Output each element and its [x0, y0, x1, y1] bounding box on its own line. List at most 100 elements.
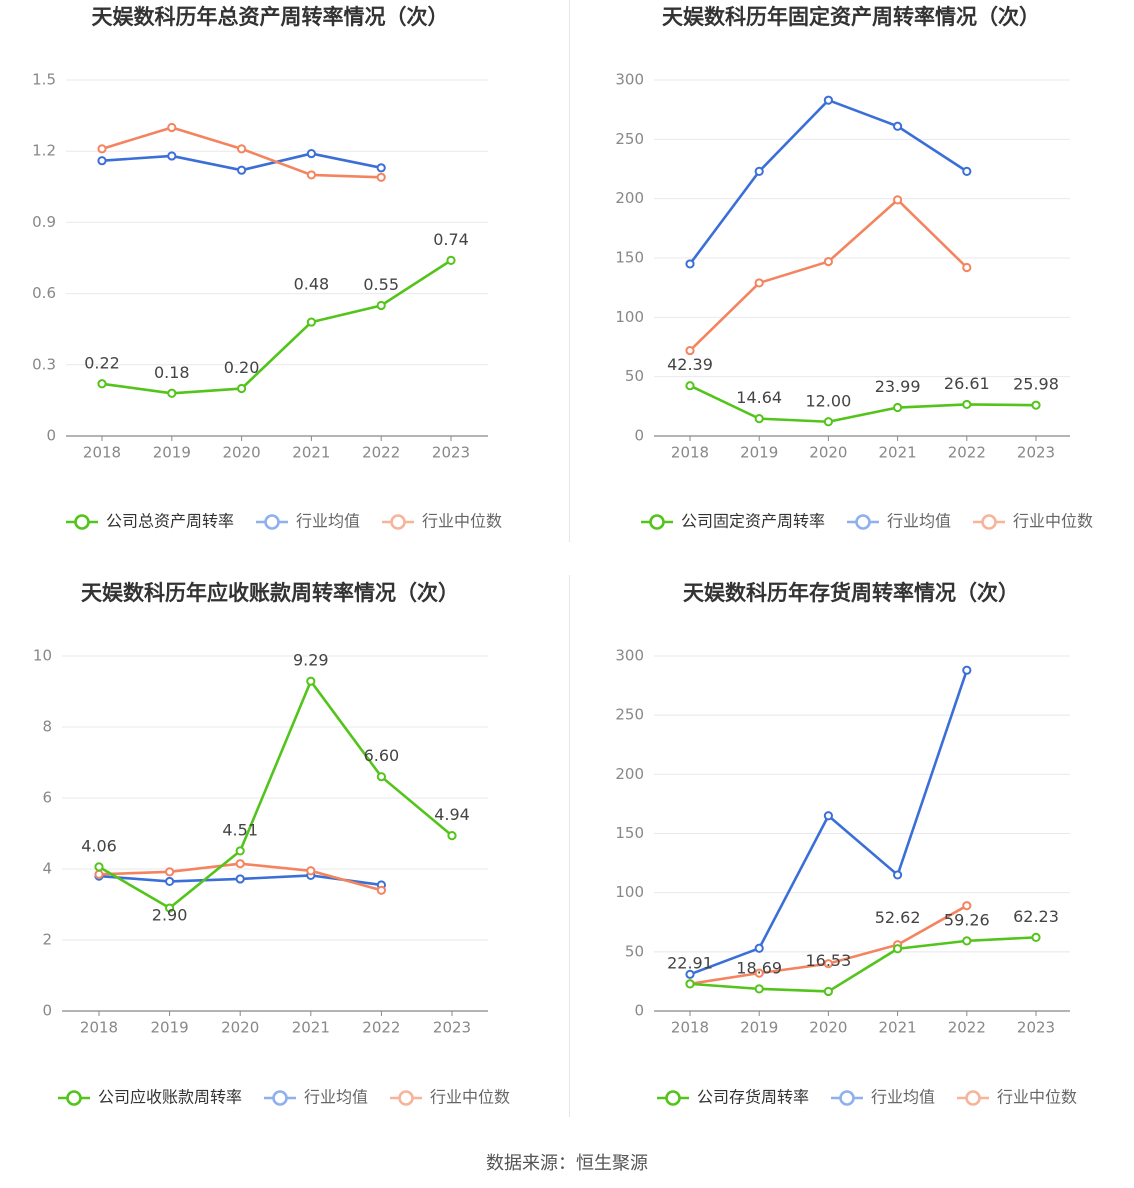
x-tick-label: 2023	[1017, 444, 1055, 462]
data-label: 9.29	[293, 651, 329, 670]
legend-label-median: 行业中位数	[430, 1088, 510, 1107]
legend-marker-company	[665, 1090, 681, 1106]
data-point-avg	[754, 166, 764, 176]
data-point-avg	[235, 874, 245, 884]
y-tick-label: 300	[615, 71, 644, 89]
data-point-median	[97, 144, 107, 154]
x-tick-label: 2022	[362, 444, 400, 462]
legend-marker-company	[649, 514, 665, 530]
y-tick-label: 100	[615, 883, 644, 901]
y-tick-label: 1.5	[32, 71, 56, 89]
x-tick-label: 2019	[740, 444, 778, 462]
data-label: 52.62	[875, 908, 921, 927]
data-point-company	[1031, 932, 1041, 942]
x-tick-label: 2020	[223, 444, 261, 462]
data-label: 22.91	[667, 953, 713, 972]
data-point-median	[306, 170, 316, 180]
legend-marker-avg	[264, 514, 280, 530]
data-label: 18.69	[736, 958, 782, 977]
data-label: 4.51	[222, 820, 258, 839]
series-line-avg	[688, 98, 968, 265]
x-tick-label: 2022	[362, 1019, 400, 1037]
data-label: 0.74	[433, 230, 469, 249]
data-label: 0.22	[84, 353, 120, 372]
legend-label-median: 行业中位数	[422, 512, 502, 531]
data-point-median	[237, 144, 247, 154]
data-point-median	[376, 885, 386, 895]
legend-label-avg: 行业均值	[871, 1088, 935, 1107]
data-point-company	[97, 379, 107, 389]
data-label: 14.64	[736, 388, 782, 407]
y-tick-label: 6	[42, 789, 52, 807]
data-point-company	[306, 317, 316, 327]
data-point-company	[1031, 400, 1041, 410]
data-point-company	[962, 399, 972, 410]
legend-marker-avg	[839, 1090, 855, 1106]
data-point-company	[893, 402, 903, 413]
legend-marker-median	[965, 1090, 981, 1106]
chart-title: 天娱数科历年固定资产周转率情况（次）	[662, 5, 1040, 29]
data-point-company	[167, 388, 177, 398]
legend-label-avg: 行业均值	[887, 512, 951, 531]
data-point-median	[754, 968, 764, 978]
data-point-avg	[962, 166, 972, 176]
legend-marker-company	[74, 514, 90, 530]
x-tick-label: 2020	[221, 1019, 259, 1037]
data-point-avg	[376, 163, 386, 173]
data-point-company	[235, 846, 245, 856]
y-tick-label: 200	[615, 765, 644, 783]
series-line-median	[689, 198, 968, 352]
data-point-median	[376, 172, 386, 182]
y-tick-label: 300	[615, 647, 644, 665]
data-point-avg	[167, 151, 177, 161]
y-tick-label: 10	[33, 647, 52, 665]
data-point-avg	[685, 969, 695, 979]
data-point-median	[306, 866, 316, 876]
x-tick-label: 2020	[809, 1019, 847, 1037]
y-tick-label: 0.3	[32, 355, 56, 373]
data-source-note: 数据来源：恒生聚源	[486, 1153, 648, 1174]
x-tick-label: 2023	[433, 1019, 471, 1037]
series-line-company	[689, 936, 1037, 993]
data-point-median	[235, 859, 245, 869]
x-tick-label: 2023	[1017, 1019, 1055, 1037]
data-point-median	[893, 195, 903, 205]
data-point-median	[94, 869, 104, 879]
data-label: 6.60	[364, 746, 400, 765]
data-point-avg	[754, 943, 764, 953]
x-tick-label: 2020	[809, 444, 847, 462]
series-line-company	[689, 384, 1037, 424]
data-point-median	[754, 278, 764, 288]
data-label: 0.20	[224, 358, 260, 377]
legend-label-company: 公司存货周转率	[697, 1088, 809, 1107]
data-point-avg	[893, 870, 903, 880]
y-tick-label: 150	[615, 249, 644, 267]
legend-marker-median	[981, 514, 997, 530]
y-tick-label: 0	[46, 427, 56, 445]
y-tick-label: 1.2	[32, 142, 56, 160]
data-point-company	[447, 831, 457, 841]
x-tick-label: 2019	[151, 1019, 189, 1037]
x-tick-label: 2018	[83, 444, 121, 462]
data-point-median	[962, 262, 972, 273]
data-point-company	[237, 383, 247, 394]
series-line-company	[101, 259, 452, 395]
data-label: 42.39	[667, 355, 713, 374]
data-point-company	[376, 772, 386, 782]
y-tick-label: 50	[625, 367, 644, 385]
y-tick-label: 0.9	[32, 213, 56, 231]
data-point-avg	[962, 665, 972, 675]
data-point-company	[94, 862, 104, 872]
x-tick-label: 2019	[740, 1019, 778, 1037]
legend-marker-avg	[855, 514, 871, 530]
data-point-avg	[685, 259, 695, 269]
data-point-company	[685, 979, 695, 989]
y-tick-label: 2	[42, 931, 52, 949]
x-tick-label: 2021	[292, 444, 330, 462]
legend-label-median: 行业中位数	[1013, 512, 1093, 531]
y-tick-label: 250	[615, 706, 644, 724]
chart-title: 天娱数科历年总资产周转率情况（次）	[92, 5, 449, 29]
data-point-company	[893, 944, 903, 954]
data-label: 0.48	[294, 275, 330, 294]
data-point-company	[754, 414, 764, 424]
